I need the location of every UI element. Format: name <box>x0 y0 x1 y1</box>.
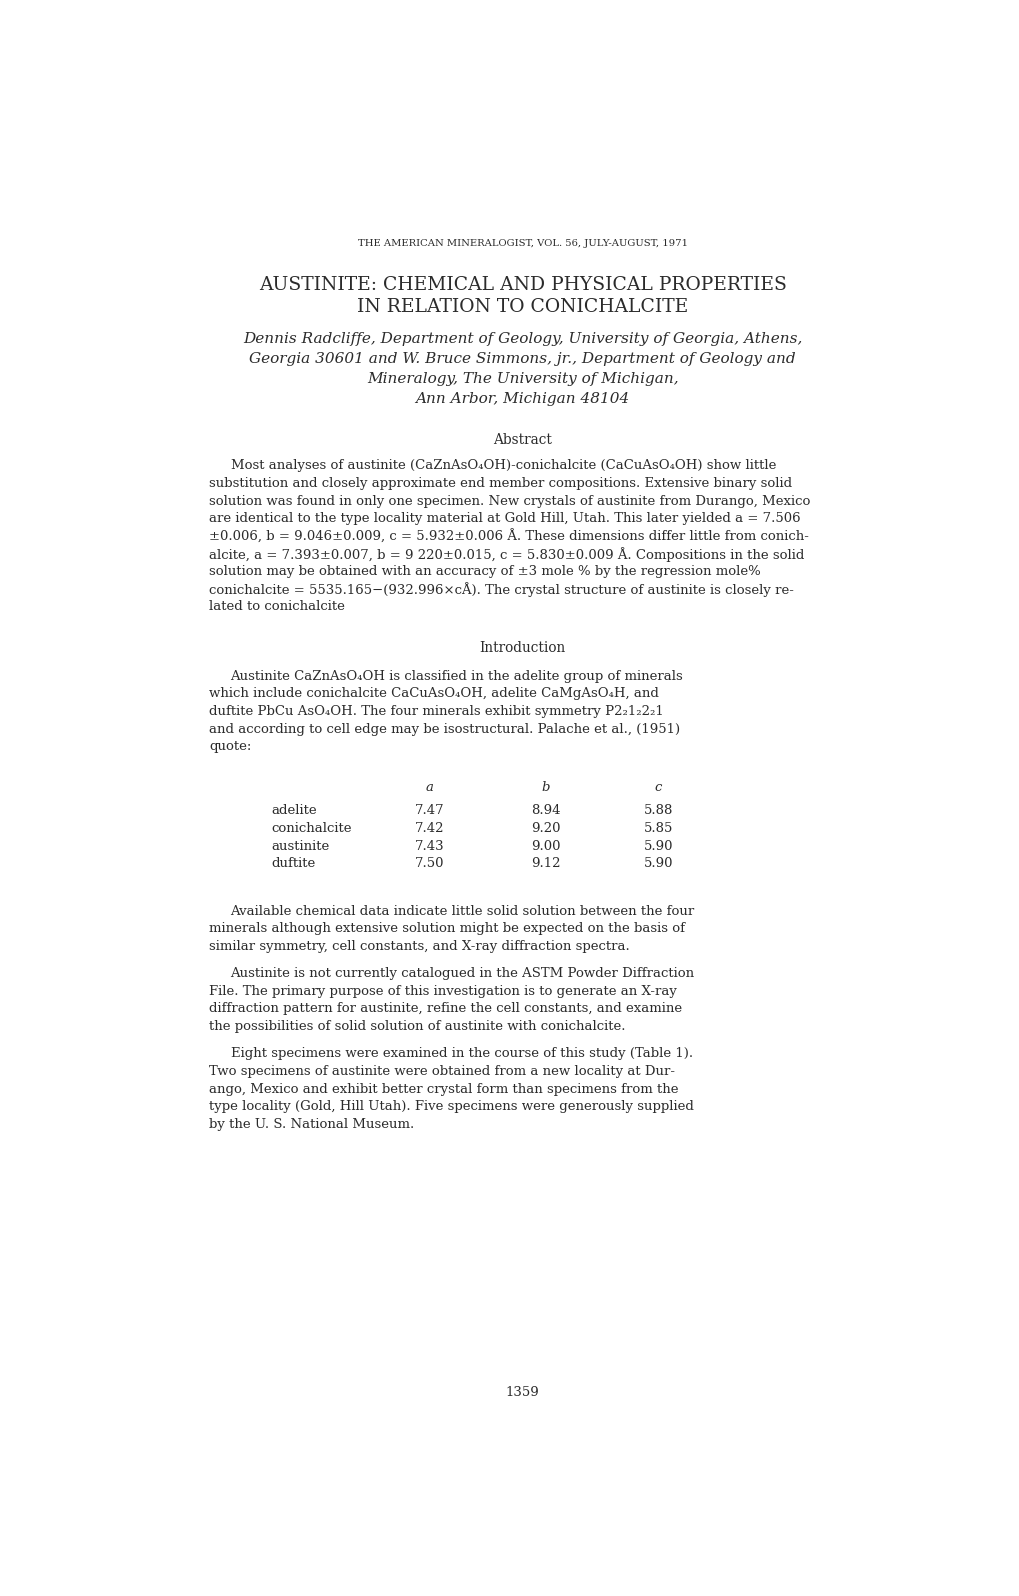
Text: 1359: 1359 <box>505 1385 539 1398</box>
Text: Eight specimens were examined in the course of this study (Table 1).: Eight specimens were examined in the cou… <box>230 1047 692 1060</box>
Text: ±0.006, b = 9.046±0.009, c = 5.932±0.006 Å. These dimensions differ little from : ±0.006, b = 9.046±0.009, c = 5.932±0.006… <box>209 530 808 544</box>
Text: b: b <box>541 780 549 793</box>
Text: conichalcite = 5535.165−(932.996×cÅ). The crystal structure of austinite is clos: conichalcite = 5535.165−(932.996×cÅ). Th… <box>209 583 793 597</box>
Text: substitution and closely approximate end member compositions. Extensive binary s: substitution and closely approximate end… <box>209 477 791 490</box>
Text: THE AMERICAN MINERALOGIST, VOL. 56, JULY-AUGUST, 1971: THE AMERICAN MINERALOGIST, VOL. 56, JULY… <box>358 239 687 249</box>
Text: Abstract: Abstract <box>493 433 551 447</box>
Text: Available chemical data indicate little solid solution between the four: Available chemical data indicate little … <box>230 905 694 918</box>
Text: alcite, a = 7.393±0.007, b = 9 220±0.015, c = 5.830±0.009 Å. Compositions in the: alcite, a = 7.393±0.007, b = 9 220±0.015… <box>209 547 803 562</box>
Text: quote:: quote: <box>209 741 251 753</box>
Text: 7.50: 7.50 <box>415 857 444 870</box>
Text: austinite: austinite <box>271 839 329 852</box>
Text: 9.20: 9.20 <box>531 822 560 835</box>
Text: Ann Arbor, Michigan 48104: Ann Arbor, Michigan 48104 <box>415 391 630 405</box>
Text: Most analyses of austinite (CaZnAsO₄OH)-conichalcite (CaCuAsO₄OH) show little: Most analyses of austinite (CaZnAsO₄OH)-… <box>230 460 775 472</box>
Text: 5.85: 5.85 <box>643 822 673 835</box>
Text: type locality (Gold, Hill Utah). Five specimens were generously supplied: type locality (Gold, Hill Utah). Five sp… <box>209 1100 693 1112</box>
Text: and according to cell edge may be isostructural. Palache et al., (1951): and according to cell edge may be isostr… <box>209 723 680 736</box>
Text: Austinite CaZnAsO₄OH is classified in the adelite group of minerals: Austinite CaZnAsO₄OH is classified in th… <box>230 670 683 683</box>
Text: 8.94: 8.94 <box>531 804 560 817</box>
Text: conichalcite: conichalcite <box>271 822 351 835</box>
Text: similar symmetry, cell constants, and X-ray diffraction spectra.: similar symmetry, cell constants, and X-… <box>209 940 629 953</box>
Text: are identical to the type locality material at Gold Hill, Utah. This later yield: are identical to the type locality mater… <box>209 512 800 525</box>
Text: lated to conichalcite: lated to conichalcite <box>209 600 344 613</box>
Text: File. The primary purpose of this investigation is to generate an X-ray: File. The primary purpose of this invest… <box>209 985 676 998</box>
Text: diffraction pattern for austinite, refine the cell constants, and examine: diffraction pattern for austinite, refin… <box>209 1002 682 1015</box>
Text: adelite: adelite <box>271 804 316 817</box>
Text: 7.42: 7.42 <box>415 822 444 835</box>
Text: 9.12: 9.12 <box>531 857 560 870</box>
Text: solution may be obtained with an accuracy of ±3 mole % by the regression mole%: solution may be obtained with an accurac… <box>209 565 760 578</box>
Text: 5.90: 5.90 <box>643 857 673 870</box>
Text: IN RELATION TO CONICHALCITE: IN RELATION TO CONICHALCITE <box>357 298 688 316</box>
Text: Introduction: Introduction <box>479 640 566 654</box>
Text: minerals although extensive solution might be expected on the basis of: minerals although extensive solution mig… <box>209 922 684 935</box>
Text: AUSTINITE: CHEMICAL AND PHYSICAL PROPERTIES: AUSTINITE: CHEMICAL AND PHYSICAL PROPERT… <box>259 276 786 294</box>
Text: solution was found in only one specimen. New crystals of austinite from Durango,: solution was found in only one specimen.… <box>209 495 809 508</box>
Text: duftite: duftite <box>271 857 315 870</box>
Text: Georgia 30601 and W. Bruce Simmons, jr., Department of Geology and: Georgia 30601 and W. Bruce Simmons, jr.,… <box>250 351 795 365</box>
Text: Mineralogy, The University of Michigan,: Mineralogy, The University of Michigan, <box>367 372 678 386</box>
Text: 5.88: 5.88 <box>643 804 673 817</box>
Text: ango, Mexico and exhibit better crystal form than specimens from the: ango, Mexico and exhibit better crystal … <box>209 1082 678 1095</box>
Text: 7.47: 7.47 <box>415 804 444 817</box>
Text: 7.43: 7.43 <box>415 839 444 852</box>
Text: the possibilities of solid solution of austinite with conichalcite.: the possibilities of solid solution of a… <box>209 1020 625 1033</box>
Text: duftite PbCu AsO₄OH. The four minerals exhibit symmetry P2₂1₂2₂1: duftite PbCu AsO₄OH. The four minerals e… <box>209 705 663 718</box>
Text: Dennis Radcliffe, Department of Geology, University of Georgia, Athens,: Dennis Radcliffe, Department of Geology,… <box>243 332 802 346</box>
Text: Two specimens of austinite were obtained from a new locality at Dur-: Two specimens of austinite were obtained… <box>209 1065 675 1077</box>
Text: by the U. S. National Museum.: by the U. S. National Museum. <box>209 1117 414 1130</box>
Text: which include conichalcite CaCuAsO₄OH, adelite CaMgAsO₄H, and: which include conichalcite CaCuAsO₄OH, a… <box>209 688 658 701</box>
Text: 5.90: 5.90 <box>643 839 673 852</box>
Text: 9.00: 9.00 <box>531 839 560 852</box>
Text: a: a <box>425 780 433 793</box>
Text: c: c <box>654 780 661 793</box>
Text: Austinite is not currently catalogued in the ASTM Powder Diffraction: Austinite is not currently catalogued in… <box>230 967 694 980</box>
